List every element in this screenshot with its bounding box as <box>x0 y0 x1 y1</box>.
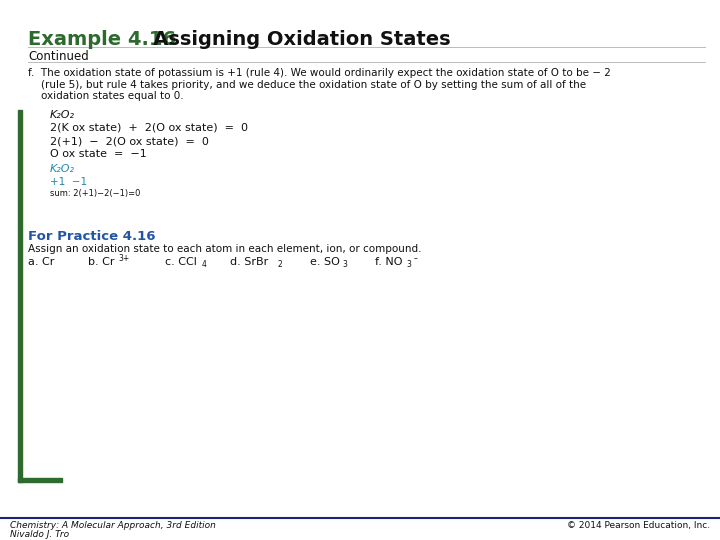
Text: 3: 3 <box>342 260 347 269</box>
Bar <box>18 110 22 482</box>
Bar <box>18 478 62 482</box>
Text: c. CCl: c. CCl <box>165 257 197 267</box>
Text: Assign an oxidation state to each atom in each element, ion, or compound.: Assign an oxidation state to each atom i… <box>28 244 421 254</box>
Text: Assigning Oxidation States: Assigning Oxidation States <box>133 30 451 49</box>
Text: 2(+1)  −  2(O ox state)  =  0: 2(+1) − 2(O ox state) = 0 <box>50 136 209 146</box>
Text: e. SO: e. SO <box>310 257 340 267</box>
Text: Continued: Continued <box>28 50 89 63</box>
Text: a. Cr: a. Cr <box>28 257 55 267</box>
Text: 2: 2 <box>278 260 283 269</box>
Text: d. SrBr: d. SrBr <box>230 257 269 267</box>
Text: f. NO: f. NO <box>375 257 402 267</box>
Text: For Practice 4.16: For Practice 4.16 <box>28 230 156 243</box>
Text: 3+: 3+ <box>118 254 130 263</box>
Text: 4: 4 <box>202 260 207 269</box>
Text: 3: 3 <box>406 260 411 269</box>
Text: f.  The oxidation state of potassium is +1 (rule 4). We would ordinarily expect : f. The oxidation state of potassium is +… <box>28 68 611 78</box>
Text: Example 4.16: Example 4.16 <box>28 30 176 49</box>
Text: –: – <box>414 254 418 263</box>
Text: b. Cr: b. Cr <box>88 257 114 267</box>
Text: K₂O₂: K₂O₂ <box>50 110 75 120</box>
Text: sum: 2(+1)−2(−1)=0: sum: 2(+1)−2(−1)=0 <box>50 189 140 198</box>
Text: oxidation states equal to 0.: oxidation states equal to 0. <box>28 91 184 101</box>
Text: K₂O₂: K₂O₂ <box>50 164 75 174</box>
Text: 2(K ox state)  +  2(O ox state)  =  0: 2(K ox state) + 2(O ox state) = 0 <box>50 123 248 133</box>
Text: +1  −1: +1 −1 <box>50 177 87 187</box>
Text: © 2014 Pearson Education, Inc.: © 2014 Pearson Education, Inc. <box>567 521 710 530</box>
Text: Chemistry: A Molecular Approach, 3rd Edition: Chemistry: A Molecular Approach, 3rd Edi… <box>10 521 216 530</box>
Text: Nivaldo J. Tro: Nivaldo J. Tro <box>10 530 69 539</box>
Text: (rule 5), but rule 4 takes priority, and we deduce the oxidation state of O by s: (rule 5), but rule 4 takes priority, and… <box>28 79 586 90</box>
Text: O ox state  =  −1: O ox state = −1 <box>50 149 147 159</box>
